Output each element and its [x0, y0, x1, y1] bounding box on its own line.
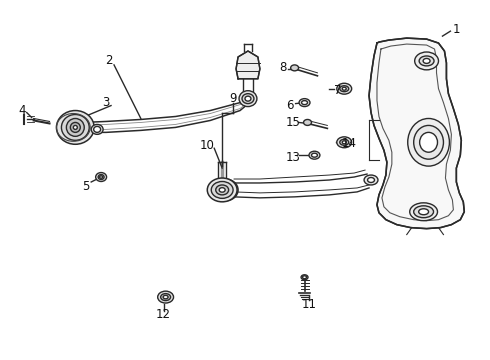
Ellipse shape: [414, 125, 443, 159]
Ellipse shape: [219, 188, 225, 192]
Ellipse shape: [216, 185, 229, 195]
Ellipse shape: [342, 141, 346, 144]
Ellipse shape: [222, 188, 228, 192]
Ellipse shape: [163, 295, 168, 299]
Ellipse shape: [418, 209, 429, 215]
Ellipse shape: [158, 291, 173, 303]
Ellipse shape: [245, 96, 251, 101]
Ellipse shape: [220, 186, 230, 194]
Text: 8: 8: [279, 61, 286, 75]
Ellipse shape: [368, 177, 374, 183]
Ellipse shape: [415, 52, 439, 70]
Ellipse shape: [211, 181, 233, 198]
Text: 13: 13: [285, 151, 300, 164]
Ellipse shape: [98, 175, 104, 180]
Ellipse shape: [239, 91, 257, 107]
Ellipse shape: [408, 118, 449, 166]
Text: 12: 12: [156, 309, 171, 321]
Ellipse shape: [61, 114, 89, 140]
Ellipse shape: [340, 86, 349, 92]
Ellipse shape: [340, 139, 349, 145]
Ellipse shape: [312, 153, 318, 157]
Text: 9: 9: [229, 92, 237, 105]
Ellipse shape: [301, 275, 308, 280]
Ellipse shape: [302, 276, 307, 279]
Ellipse shape: [161, 294, 171, 301]
Ellipse shape: [423, 58, 430, 63]
Text: 2: 2: [105, 54, 113, 67]
Ellipse shape: [337, 137, 352, 148]
Ellipse shape: [99, 176, 102, 178]
Text: 10: 10: [200, 139, 215, 152]
Ellipse shape: [414, 206, 434, 218]
Polygon shape: [369, 38, 465, 229]
Ellipse shape: [212, 179, 238, 201]
Text: 6: 6: [286, 99, 294, 112]
Ellipse shape: [419, 132, 438, 152]
Ellipse shape: [56, 111, 94, 144]
Ellipse shape: [242, 94, 254, 104]
Polygon shape: [236, 51, 260, 79]
Text: 5: 5: [82, 180, 90, 193]
Text: 1: 1: [453, 23, 460, 36]
Text: 14: 14: [342, 137, 357, 150]
Ellipse shape: [303, 120, 312, 125]
Text: 7: 7: [334, 84, 341, 97]
Ellipse shape: [337, 83, 352, 94]
Ellipse shape: [96, 172, 107, 181]
Ellipse shape: [91, 125, 103, 134]
Ellipse shape: [419, 56, 434, 66]
Ellipse shape: [364, 175, 378, 185]
Text: 3: 3: [102, 96, 110, 109]
Ellipse shape: [291, 65, 298, 71]
Ellipse shape: [71, 122, 80, 132]
Text: 11: 11: [302, 297, 317, 311]
Ellipse shape: [342, 87, 346, 90]
Ellipse shape: [301, 100, 308, 105]
Ellipse shape: [207, 178, 237, 202]
Ellipse shape: [299, 99, 310, 107]
Text: 4: 4: [18, 104, 25, 117]
Ellipse shape: [216, 183, 234, 197]
Ellipse shape: [66, 118, 84, 136]
Ellipse shape: [74, 125, 77, 129]
Ellipse shape: [410, 203, 438, 221]
Ellipse shape: [94, 126, 100, 132]
Text: 15: 15: [285, 116, 300, 129]
Ellipse shape: [309, 151, 320, 159]
